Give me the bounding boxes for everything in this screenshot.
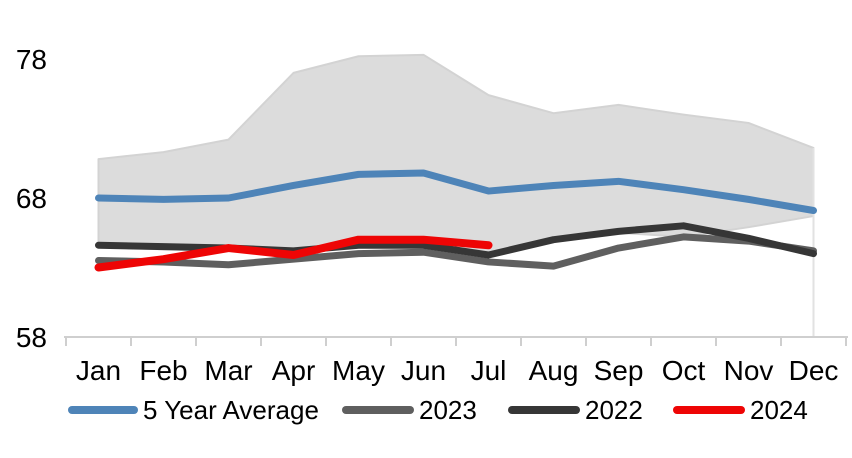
series-line-2024 — [94, 235, 493, 272]
legend-item-2024: 2024 — [673, 395, 808, 425]
x-axis-label-dec: Dec — [789, 355, 839, 386]
legend-item-5-year-average: 5 Year Average — [68, 395, 319, 425]
x-axis-label-nov: Nov — [724, 355, 774, 386]
x-axis-label-apr: Apr — [272, 355, 316, 386]
legend-label-2023: 2023 — [419, 395, 477, 425]
x-axis-label-jul: Jul — [471, 355, 507, 386]
x-axis-label-may: May — [332, 355, 385, 386]
chart-legend: 5 Year Average 2023 2022 2024 — [0, 395, 852, 431]
legend-label-2024: 2024 — [750, 395, 808, 425]
x-axis-label-jan: Jan — [76, 355, 121, 386]
legend-swatch-2022 — [508, 406, 580, 414]
x-axis-label-mar: Mar — [204, 355, 252, 386]
x-axis-label-oct: Oct — [662, 355, 706, 386]
series-line-2023 — [95, 233, 817, 270]
y-axis-label-58: 58 — [16, 322, 47, 353]
x-axis-label-aug: Aug — [529, 355, 579, 386]
y-axis-label-68: 68 — [16, 183, 47, 214]
x-axis-label-sep: Sep — [594, 355, 644, 386]
legend-item-2022: 2022 — [508, 395, 643, 425]
legend-label-5-year-average: 5 Year Average — [143, 395, 319, 425]
legend-swatch-2023 — [342, 406, 414, 414]
x-axis-label-jun: Jun — [401, 355, 446, 386]
legend-label-2022: 2022 — [585, 395, 643, 425]
legend-swatch-2024 — [673, 406, 745, 414]
x-axis-label-feb: Feb — [139, 355, 187, 386]
legend-swatch-5-year-average — [68, 406, 138, 414]
series-line-5-year-average — [95, 169, 817, 215]
five-year-range-band — [97, 53, 815, 256]
legend-item-2023: 2023 — [342, 395, 477, 425]
y-axis-label-78: 78 — [16, 44, 47, 75]
